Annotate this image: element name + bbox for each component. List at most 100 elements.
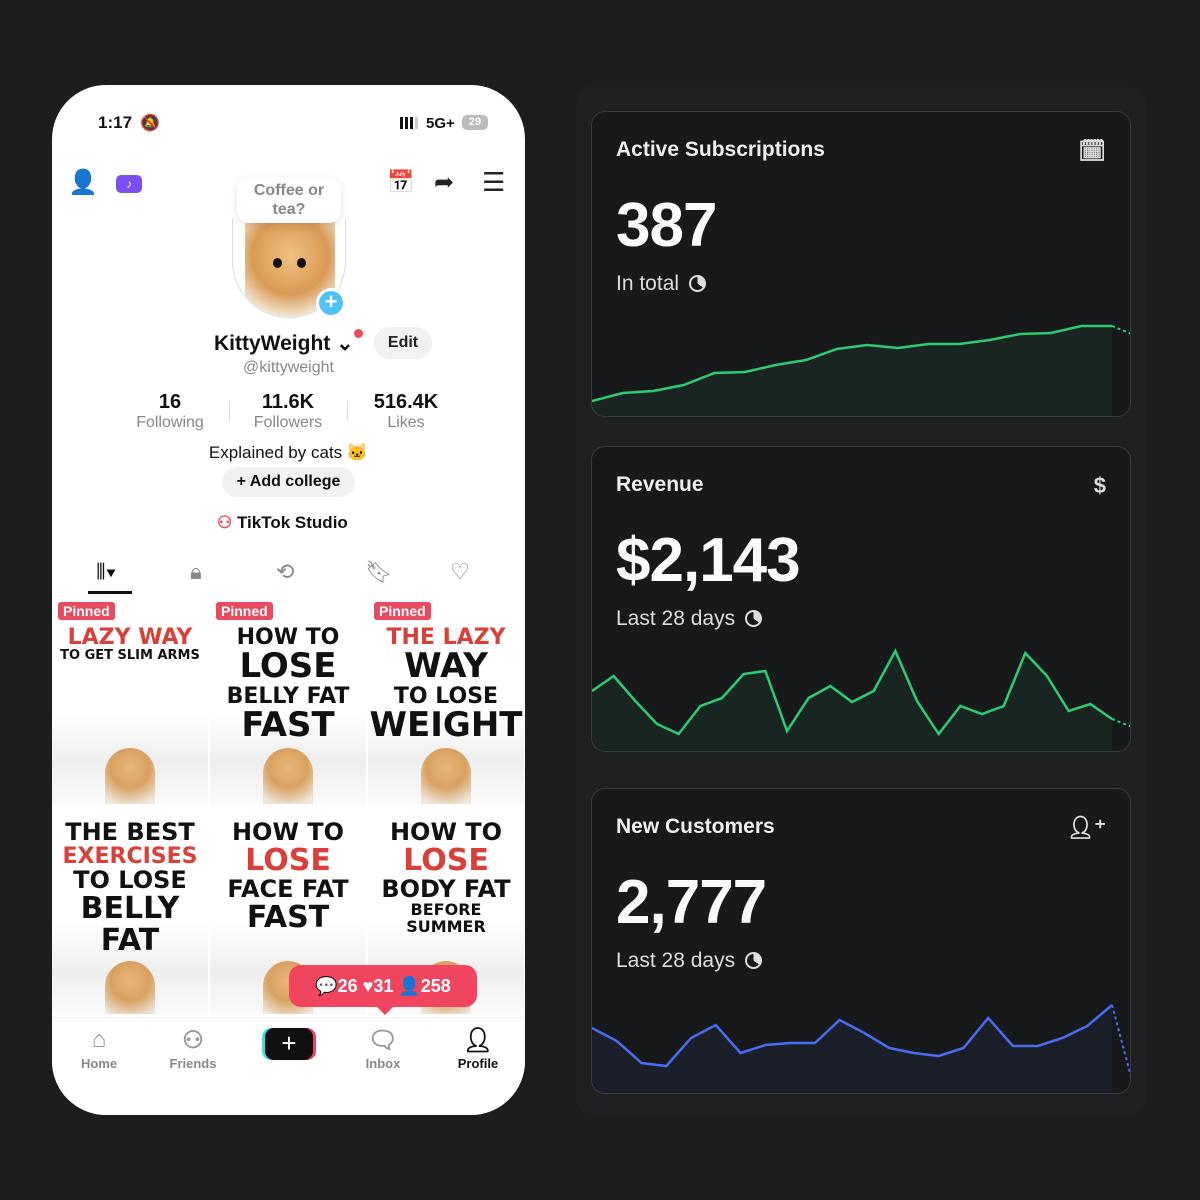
caption-line: FAST [246, 899, 330, 935]
video-thumbnail[interactable]: HOW TO LOSE BELLY FAT FAST Pinned [210, 596, 366, 804]
caption-line: FAST [241, 704, 335, 745]
network-label: 5G+ [426, 115, 455, 132]
avatar[interactable] [232, 218, 346, 318]
caption-line: TO GET SLIM ARMS [60, 648, 200, 664]
tab-videos-grid[interactable]: ⦀▾ [96, 559, 117, 584]
card-title: Revenue [616, 473, 704, 496]
sparkline-area [592, 1005, 1112, 1093]
caption-line: BELLY FAT [80, 891, 180, 958]
pinned-badge: Pinned [374, 602, 431, 620]
tiktok-ticket-icon[interactable]: ♪ [116, 175, 142, 193]
caption-line: BODY FAT [381, 874, 511, 903]
tiktok-studio-link[interactable]: ⚇ TikTok Studio [217, 513, 348, 533]
studio-icon: ⚇ [217, 513, 233, 532]
card-value: 387 [616, 191, 717, 260]
active-tab-indicator [88, 591, 132, 594]
sparkline-chart [592, 648, 1130, 751]
caption-line: TO LOSE [393, 683, 499, 709]
create-button[interactable]: + [265, 1028, 313, 1060]
calendar-star-icon[interactable]: 📅 [387, 169, 415, 194]
info-icon [745, 952, 763, 969]
sparkline-chart [592, 324, 1130, 416]
nav-friends[interactable]: ⚇ Friends [153, 1026, 233, 1071]
tab-reposts[interactable]: ⟲ [276, 559, 295, 584]
add-avatar-button[interactable]: + [316, 288, 346, 318]
video-thumbnail[interactable]: THE BEST EXERCISES TO LOSE BELLY FAT [52, 806, 208, 1014]
thumbnail-caption: THE BEST EXERCISES TO LOSE BELLY FAT [52, 818, 208, 958]
sparkline-area [592, 326, 1112, 416]
sparkline-projection [1111, 718, 1130, 728]
sparkline-line [592, 324, 1112, 403]
caption-line: LOSE [239, 646, 337, 687]
note-bubble[interactable]: Coffee or tea? [237, 177, 341, 223]
video-grid: LAZY WAY TO GET SLIM ARMS Pinned HOW TO LOSE… [52, 596, 525, 1016]
phone-screen: 1:17 🔕 5G+ 29 👤 ♪ 📅 ➦ ☰ Coffee or tea? +… [52, 85, 525, 1115]
card-value: $2,143 [616, 526, 801, 595]
handle: @kittyweight [243, 359, 334, 376]
video-thumbnail[interactable]: HOW TO LOSE FACE FAT FAST [210, 806, 366, 1014]
video-thumbnail[interactable]: THE LAZY WAY TO LOSE WEIGHT Pinned [368, 596, 524, 804]
card-revenue: Revenue $ $2,143 Last 28 days [591, 446, 1131, 752]
card-title: Active Subscriptions [616, 138, 825, 161]
profile-tabs: ⦀▾ 🔒︎ ⟲ 🔖︎ ♡ [52, 559, 525, 595]
username[interactable]: KittyWeight ⌄ [214, 332, 354, 355]
thumbnail-caption: THE LAZY WAY TO LOSE WEIGHT [368, 626, 524, 744]
thumbnail-caption: HOW TO LOSE BODY FAT BEFORE SUMMER [368, 818, 524, 935]
caption-line: LAZY WAY [67, 625, 193, 650]
pinned-badge: Pinned [216, 602, 273, 620]
cat-image [105, 748, 155, 804]
card-subtitle: Last 28 days [616, 607, 763, 631]
caption-line: FACE FAT [227, 874, 349, 903]
bio: Explained by cats 🐱 [208, 443, 369, 462]
sparkline-chart [592, 1004, 1130, 1093]
status-time: 1:17 [98, 113, 133, 132]
card-subtitle: Last 28 days [616, 949, 763, 973]
tab-private-lock[interactable]: 🔒︎ [190, 559, 202, 584]
sparkline-area [592, 651, 1112, 751]
info-icon [745, 610, 763, 627]
home-icon: ⌂ [91, 1026, 107, 1053]
sparkline-projection [1111, 1004, 1130, 1077]
tab-favorites-bookmark[interactable]: 🔖︎ [365, 559, 393, 584]
add-friend-icon[interactable]: 👤 [68, 169, 98, 196]
stat-following[interactable]: 16 Following [136, 391, 204, 431]
divider [229, 401, 230, 421]
stat-followers[interactable]: 11.6K Followers [253, 391, 323, 431]
activity-notification-popup[interactable]: 💬26 ♥31 👤258 [289, 965, 477, 1015]
menu-icon[interactable]: ☰ [482, 167, 506, 197]
nav-inbox[interactable]: 🗨︎ Inbox [343, 1026, 423, 1071]
tab-liked-heart[interactable]: ♡ [450, 559, 470, 584]
edit-button[interactable]: Edit [374, 327, 432, 359]
stat-likes[interactable]: 516.4K Likes [373, 391, 439, 431]
caption-line: THE LAZY [386, 625, 506, 650]
caption-line: HOW TO [389, 818, 503, 846]
caption-line: THE BEST [65, 818, 195, 846]
add-college-button[interactable]: + Add college [222, 467, 355, 497]
card-new-customers: New Customers 👤︎⁺ 2,777 Last 28 days [591, 788, 1131, 1094]
battery-icon: 29 [462, 115, 488, 130]
caption-line: TO LOSE [73, 866, 187, 895]
share-icon[interactable]: ➦ [434, 169, 455, 196]
caption-line: WAY [404, 646, 488, 687]
info-icon [689, 275, 707, 292]
nav-home[interactable]: ⌂ Home [59, 1026, 139, 1071]
caption-line: WEIGHT [369, 704, 523, 745]
nav-profile[interactable]: 👤︎ Profile [438, 1026, 518, 1071]
dollar-icon[interactable]: $ [1093, 473, 1106, 498]
thumbnail-caption: HOW TO LOSE BELLY FAT FAST [210, 626, 366, 744]
caption-line: LOSE [245, 843, 331, 879]
bottom-nav: ⌂ Home ⚇ Friends + 🗨︎ Inbox 👤︎ Profile [52, 1017, 525, 1115]
signal-icon [400, 117, 418, 129]
card-value: 2,777 [616, 868, 767, 937]
cat-image [421, 748, 471, 804]
add-user-icon[interactable]: 👤︎⁺ [1066, 815, 1106, 840]
caption-line: EXERCISES [62, 844, 198, 870]
calendar-icon[interactable]: 🗓︎ [1078, 138, 1106, 163]
pinned-badge: Pinned [58, 602, 115, 620]
cat-image [263, 748, 313, 804]
card-subtitle: In total [616, 272, 707, 296]
video-thumbnail[interactable]: LAZY WAY TO GET SLIM ARMS Pinned [52, 596, 208, 804]
caption-line: LOSE [403, 843, 489, 879]
friends-icon: ⚇ [182, 1027, 204, 1054]
analytics-panel: Active Subscriptions 🗓︎ 387 In total Rev… [576, 86, 1146, 1116]
